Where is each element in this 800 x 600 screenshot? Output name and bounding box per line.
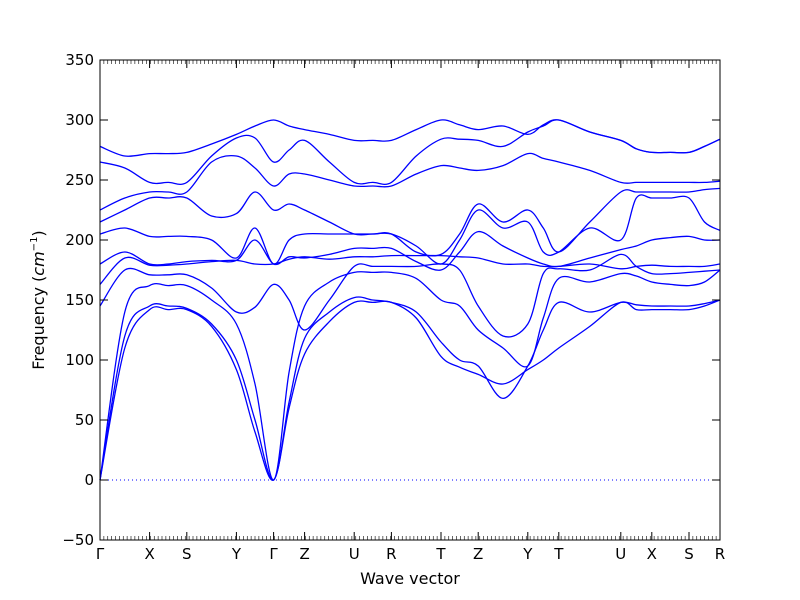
x-point-label: U [349, 545, 360, 563]
y-tick-label: 50 [75, 411, 94, 429]
y-axis-title: Frequency (cm−1) [29, 230, 48, 369]
x-point-label: Y [522, 545, 533, 563]
band-line-2 [99, 296, 721, 481]
band-line-1 [99, 299, 721, 481]
plot-frame [99, 59, 721, 541]
x-axis-title: Wave vector [360, 569, 460, 588]
x-point-label: U [615, 545, 626, 563]
band-line-7 [99, 194, 721, 265]
x-point-label: T [435, 545, 446, 563]
x-point-label: Y [231, 545, 242, 563]
y-axis-title-close: ) [29, 230, 48, 236]
x-point-label: Z [473, 545, 483, 563]
x-point-label: X [647, 545, 657, 563]
x-point-label: S [182, 545, 192, 563]
y-axis-title-exponent: −1 [29, 237, 40, 252]
y-tick-label: 100 [65, 351, 94, 369]
band-line-10 [99, 119, 721, 185]
y-axis-title-text: Frequency ( [29, 276, 48, 370]
y-tick-label: −50 [62, 531, 94, 549]
y-tick-label: 150 [65, 291, 94, 309]
y-tick-label: 350 [65, 51, 94, 69]
y-tick-label: 250 [65, 171, 94, 189]
band-line-11 [99, 119, 721, 157]
band-line-3 [99, 269, 721, 481]
ticks-layer [99, 59, 721, 541]
y-tick-label: 0 [84, 471, 94, 489]
band-line-6 [99, 230, 721, 271]
y-tick-label: 200 [65, 231, 94, 249]
x-point-label: R [386, 545, 396, 563]
x-point-label: T [553, 545, 564, 563]
band-line-4 [99, 253, 721, 338]
y-axis-title-unit: cm [29, 251, 48, 275]
x-point-label: Γ [269, 545, 278, 563]
x-point-label: Z [299, 545, 309, 563]
x-point-label: Γ [96, 545, 105, 563]
band-line-5 [99, 254, 721, 285]
labels-layer: −50 0 50 100 150 200 250 300 350 Γ X S Y Γ Z U R T Z Y T U X S R [62, 51, 725, 563]
band-line-9 [99, 152, 721, 211]
bands-layer [99, 119, 721, 481]
band-line-8 [99, 187, 721, 257]
x-point-label: X [144, 545, 154, 563]
x-point-label: S [684, 545, 694, 563]
y-tick-label: 300 [65, 111, 94, 129]
x-point-label: R [715, 545, 725, 563]
